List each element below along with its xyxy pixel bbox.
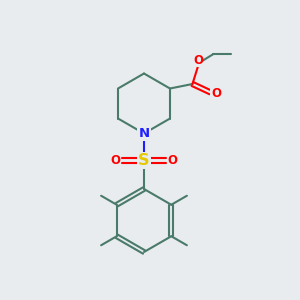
Text: O: O bbox=[167, 154, 177, 167]
Text: S: S bbox=[138, 153, 150, 168]
Text: O: O bbox=[193, 53, 203, 67]
Text: N: N bbox=[138, 127, 150, 140]
Text: O: O bbox=[211, 87, 221, 101]
Text: O: O bbox=[111, 154, 121, 167]
